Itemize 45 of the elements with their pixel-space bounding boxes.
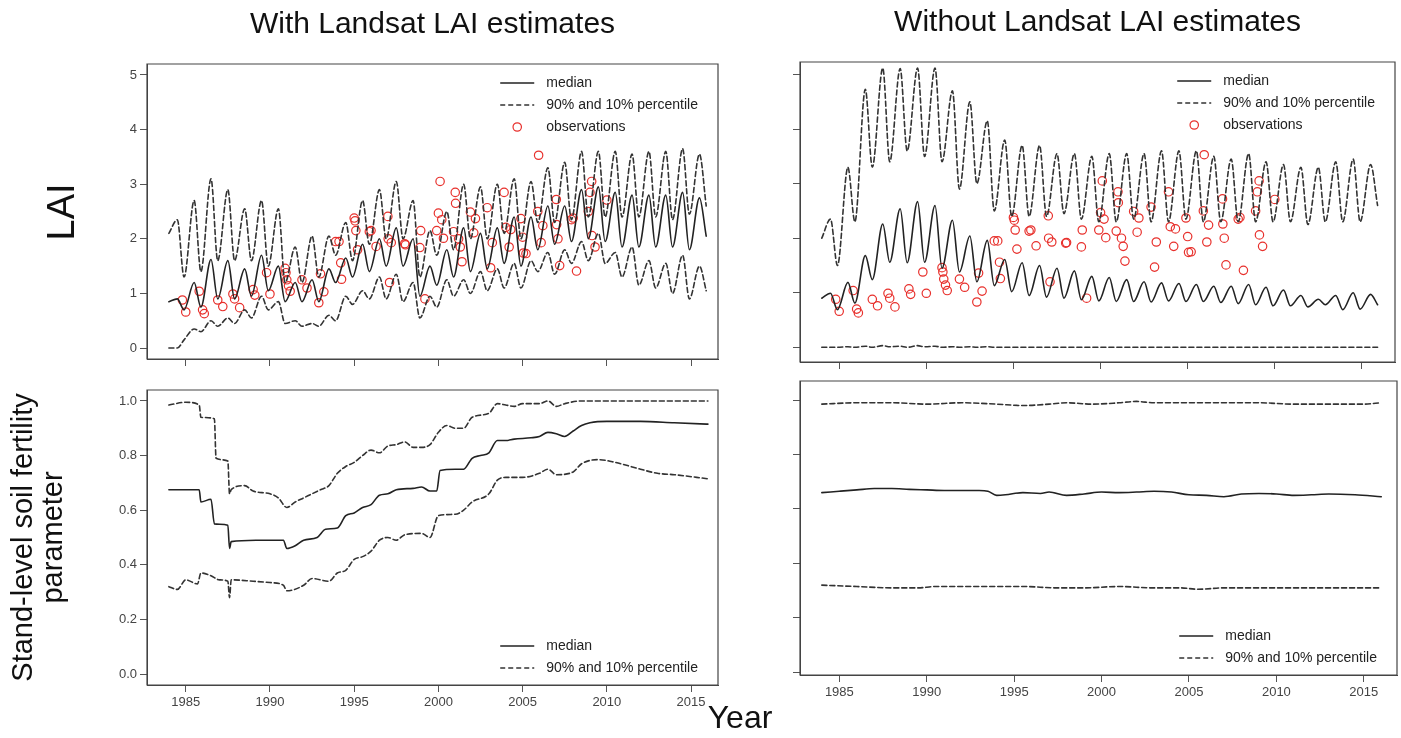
x-axis-title: Year: [707, 699, 773, 735]
line-series: [168, 458, 709, 599]
chart-title: With Landsat LAI estimates: [248, 6, 617, 40]
x-tick-label: 2010: [592, 694, 622, 710]
legend-label: observations: [546, 117, 626, 134]
legend-label: 90% and 10% percentile: [1223, 93, 1376, 110]
x-tick-label: 2000: [1087, 684, 1117, 700]
legend-label: median: [1223, 71, 1270, 88]
x-tick-label: 2015: [676, 694, 706, 710]
legend-label: 90% and 10% percentile: [1225, 648, 1378, 665]
y-tick-label: 4: [129, 121, 137, 137]
x-tick-label: 2005: [1174, 684, 1204, 700]
x-tick-label: 1990: [255, 694, 285, 710]
y-axis-title: Stand-level soil fertility parameter: [5, 392, 68, 684]
y-tick-label: 1: [129, 285, 137, 301]
x-tick-label: 2000: [423, 694, 453, 710]
x-tick-label: 2015: [1349, 684, 1379, 700]
y-tick-label: 1.0: [118, 392, 137, 408]
y-tick-label: 0: [129, 339, 137, 355]
line-series: [168, 232, 708, 349]
line-series: [168, 400, 709, 509]
x-tick-label: 1985: [171, 694, 201, 710]
y-tick-label: 0.8: [118, 447, 137, 463]
x-tick-label: 1995: [999, 684, 1029, 700]
y-tick-label: 2: [129, 230, 137, 246]
y-tick-label: 5: [129, 66, 137, 82]
legend-label: 90% and 10% percentile: [546, 658, 699, 675]
x-tick-label: 2005: [508, 694, 538, 710]
y-tick-label: 3: [129, 175, 137, 191]
y-tick-label: 0.2: [118, 611, 137, 627]
y-tick-label: 0.4: [118, 556, 137, 572]
legend-label: 90% and 10% percentile: [546, 95, 699, 112]
y-tick-label: 0.0: [118, 665, 137, 681]
y-tick-label: 0.6: [118, 501, 137, 517]
x-tick-label: 1985: [824, 684, 854, 700]
x-tick-label: 1990: [912, 684, 942, 700]
x-tick-label: 2010: [1261, 684, 1291, 700]
legend-label: median: [546, 636, 593, 653]
line-series: [168, 420, 709, 550]
x-tick-label: 1995: [339, 694, 369, 710]
legend-label: median: [546, 73, 593, 90]
legend-label: median: [1225, 626, 1272, 643]
y-axis-title: LAI: [40, 181, 83, 242]
chart-title: Without Landsat LAI estimates: [893, 4, 1302, 38]
legend-label: observations: [1223, 115, 1303, 132]
